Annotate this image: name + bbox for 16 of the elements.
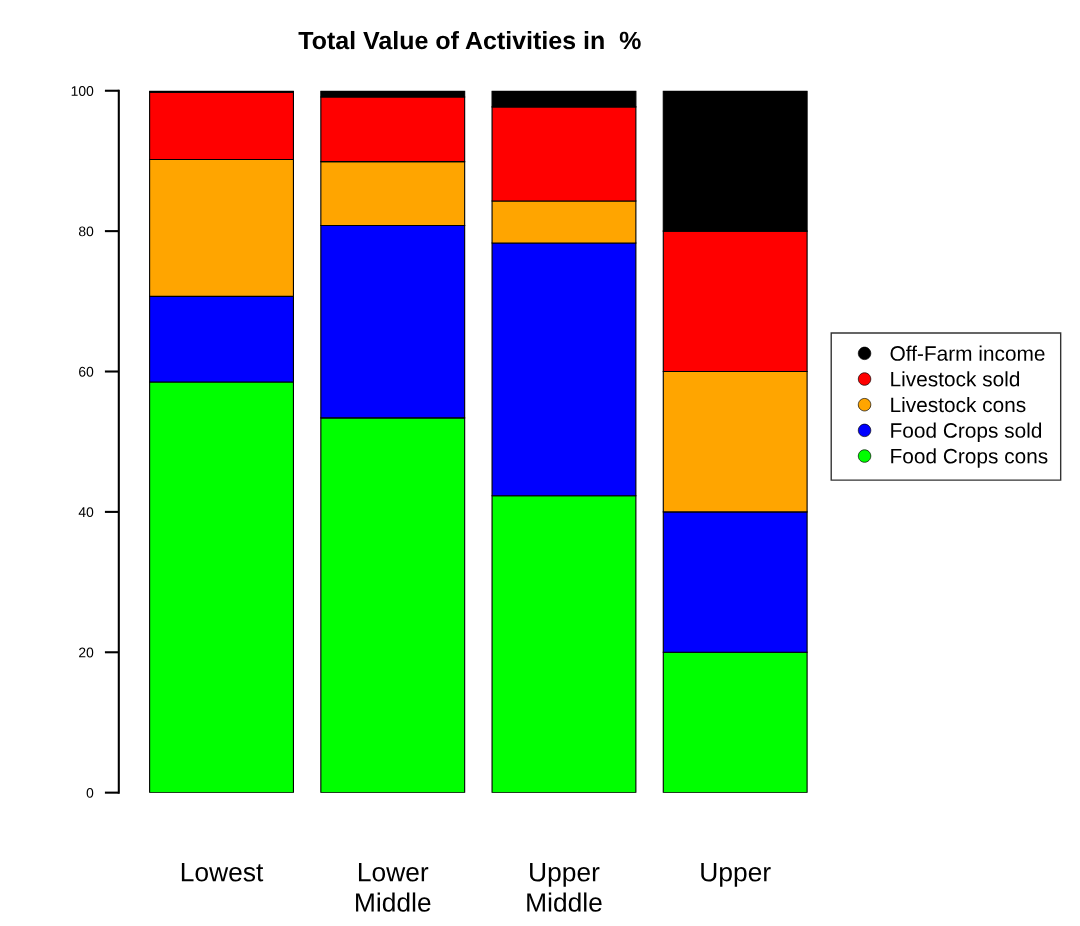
legend-label: Livestock cons <box>891 396 1026 413</box>
y-tick-label: 20 <box>79 647 94 658</box>
legend-label: Off-Farm income <box>890 345 1045 361</box>
y-tick-label: 100 <box>71 86 94 96</box>
x-tick-label: Lower Middle <box>356 863 431 912</box>
y-tick-label: 80 <box>78 226 94 237</box>
legend-label: Livestock sold <box>891 371 1020 387</box>
x-tick-label: Upper <box>701 863 771 887</box>
y-tick-label: 60 <box>79 366 94 377</box>
y-tick-label: 0 <box>86 787 94 798</box>
x-tick-label: Upper Middle <box>527 863 602 912</box>
chart-title: Total Value of Activities in % <box>298 30 641 50</box>
legend-label: Food Crops cons <box>891 448 1048 468</box>
legend-label: Food Crops sold <box>891 422 1042 442</box>
y-tick-label: 40 <box>78 507 94 518</box>
x-tick-label: Lowest <box>181 863 264 882</box>
